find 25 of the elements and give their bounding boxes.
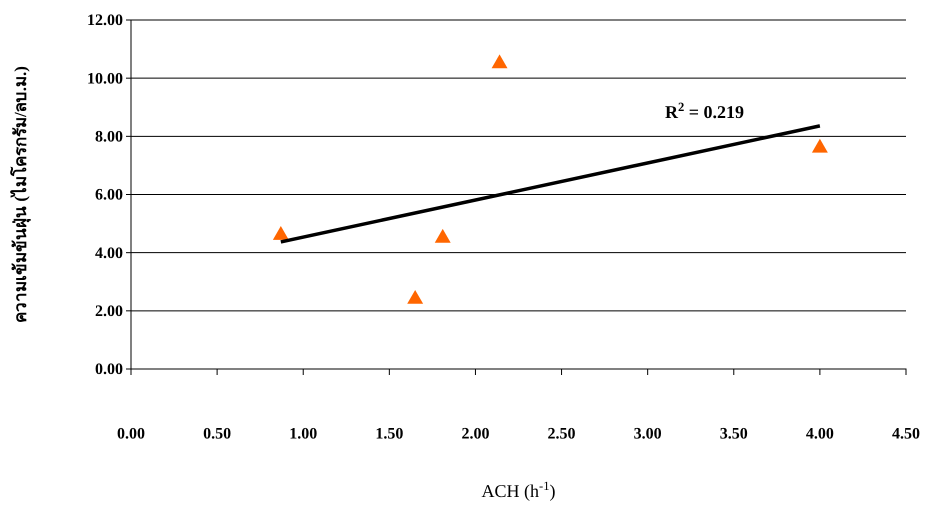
y-tick-label: 4.00 xyxy=(95,244,123,262)
x-tick-label: 0.00 xyxy=(117,425,145,442)
y-tick-label: 8.00 xyxy=(95,128,123,146)
y-axis-title: ความเข้มข้นฝุ่น (ไมโครกรัม/ลบ.ม.) xyxy=(10,66,31,323)
y-tick-label: 10.00 xyxy=(87,70,123,88)
y-tick-label: 12.00 xyxy=(87,12,123,30)
y-tick-label: 6.00 xyxy=(95,186,123,204)
point xyxy=(812,138,828,153)
x-tick-label: 3.50 xyxy=(720,425,748,442)
x-tick-label: 4.00 xyxy=(806,425,834,442)
point xyxy=(434,228,451,243)
x-tick-label: 0.50 xyxy=(203,425,232,442)
x-tick-label: 3.00 xyxy=(634,425,662,442)
point xyxy=(272,226,289,240)
point xyxy=(492,54,508,68)
x-tick-label: 2.50 xyxy=(548,425,576,442)
x-tick-label: 1.50 xyxy=(375,425,404,442)
x-tick-label: 2.00 xyxy=(461,425,490,442)
y-tick-label: 2.00 xyxy=(95,302,123,320)
annotation: R$^{2}$ = 0.219 xyxy=(665,100,744,122)
x-tick-label: 4.50 xyxy=(892,425,920,442)
x-axis-title: ACH (h$^{-1}$) xyxy=(482,479,556,501)
y-tick-label: 0.00 xyxy=(95,361,123,378)
point xyxy=(407,290,424,304)
x-tick-label: 1.00 xyxy=(289,425,318,442)
